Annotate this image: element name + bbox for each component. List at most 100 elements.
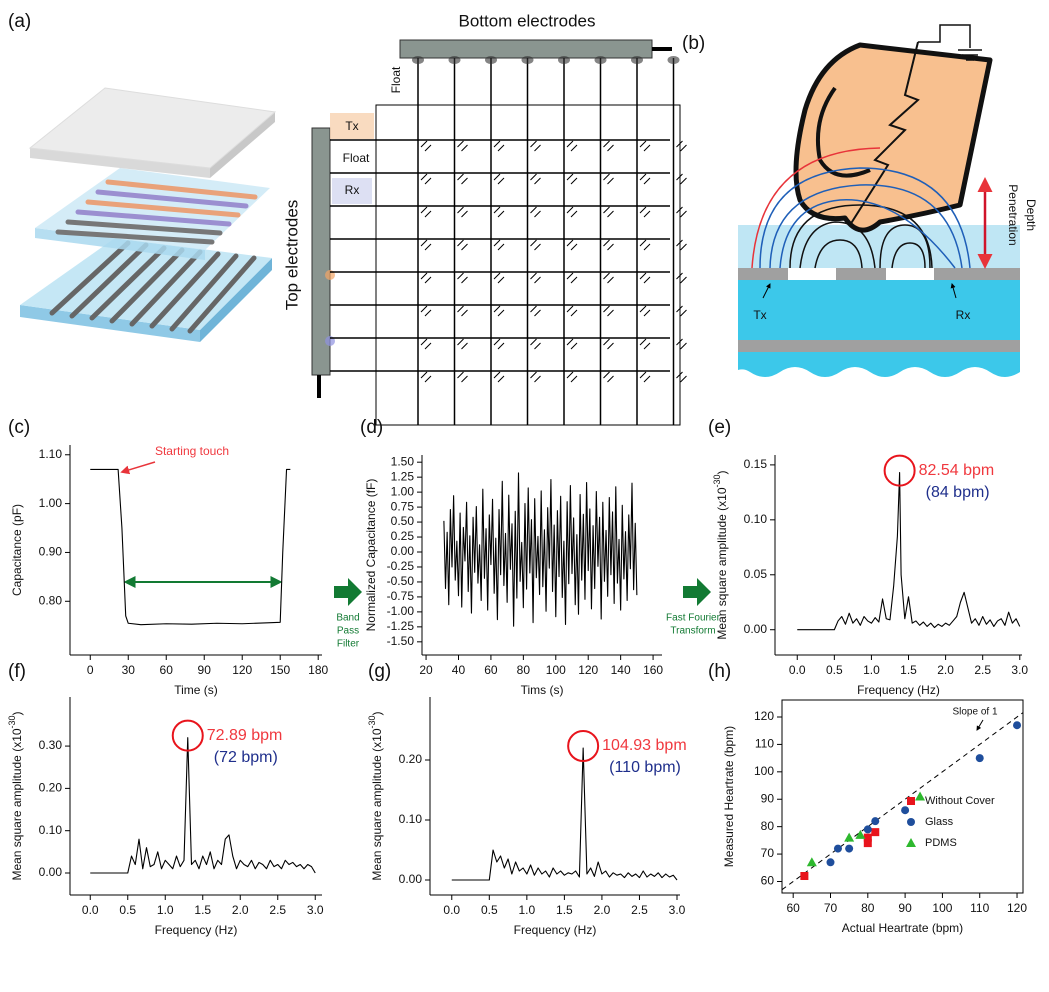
x-axis-label: Time (s) bbox=[174, 683, 218, 697]
x-tick-label: 3.0 bbox=[1011, 663, 1028, 677]
x-tick-label: 150 bbox=[270, 663, 290, 677]
contact bbox=[412, 56, 424, 64]
capacitor bbox=[420, 371, 432, 383]
capacitor bbox=[603, 239, 614, 251]
flow-label: Band bbox=[336, 613, 359, 624]
flow-label: Transform bbox=[670, 626, 715, 637]
contact bbox=[521, 56, 534, 64]
legend-marker bbox=[907, 797, 915, 805]
rx-label: Rx bbox=[345, 183, 360, 197]
capacitor bbox=[420, 206, 432, 218]
x-tick-label: 30 bbox=[122, 663, 136, 677]
capacitor bbox=[603, 206, 614, 218]
depth-label: Depth bbox=[1024, 199, 1038, 231]
y-tick-label: -0.75 bbox=[387, 589, 415, 603]
line bbox=[797, 472, 1021, 631]
y-axis-label-text: Capacitance (pF) bbox=[10, 504, 24, 596]
flow-label: Fast Fourier bbox=[666, 613, 721, 624]
flow-arrow bbox=[334, 578, 362, 606]
line bbox=[443, 472, 638, 627]
y-axis-label-exponent: -30 bbox=[367, 715, 377, 728]
y-tick-label: 0.15 bbox=[744, 457, 768, 471]
panel-label: (e) bbox=[708, 417, 731, 438]
point bbox=[800, 872, 809, 881]
capacitor bbox=[676, 338, 687, 350]
x-tick-label: 2.5 bbox=[974, 663, 991, 677]
legend-label: Glass bbox=[925, 816, 954, 828]
point bbox=[975, 754, 984, 763]
x-tick-label: 1.0 bbox=[157, 903, 174, 917]
legend-marker bbox=[906, 838, 916, 847]
y-tick-label: -0.50 bbox=[387, 574, 415, 588]
y-tick-label: -1.25 bbox=[387, 619, 415, 633]
electrode-grid bbox=[311, 39, 687, 426]
x-axis-label: Actual Heartrate (bpm) bbox=[842, 921, 963, 935]
capacitor bbox=[639, 272, 651, 284]
y-axis-label-text: ) bbox=[715, 470, 729, 474]
capacitor bbox=[676, 305, 687, 317]
y-axis-label-exponent: -30 bbox=[7, 715, 17, 728]
contact bbox=[667, 56, 680, 64]
actual-label: (72 bpm) bbox=[214, 749, 278, 766]
y-tick-label: 1.00 bbox=[39, 496, 63, 510]
capacitor bbox=[493, 140, 505, 152]
capacitor bbox=[603, 305, 614, 317]
y-tick-label: 100 bbox=[754, 764, 774, 778]
contact bbox=[631, 56, 643, 64]
point bbox=[863, 839, 872, 848]
x-tick-label: 0.0 bbox=[82, 903, 99, 917]
x-tick-label: 180 bbox=[308, 663, 328, 677]
x-axis-label: Frequency (Hz) bbox=[514, 923, 597, 937]
contact bbox=[558, 56, 570, 64]
x-tick-label: 0.0 bbox=[443, 903, 460, 917]
point bbox=[826, 858, 835, 867]
capacitor bbox=[676, 272, 687, 284]
y-tick-label: 0.20 bbox=[399, 752, 423, 766]
peak-marker bbox=[567, 730, 600, 762]
point bbox=[871, 828, 880, 837]
capacitor bbox=[530, 206, 541, 218]
capacitor bbox=[530, 371, 541, 383]
y-tick-label: 0.00 bbox=[391, 544, 415, 558]
capacitor bbox=[457, 272, 468, 284]
y-tick-label: 0.10 bbox=[744, 512, 768, 526]
y-tick-label: 0.75 bbox=[391, 499, 415, 513]
capacitor bbox=[566, 206, 578, 218]
capacitor bbox=[676, 371, 687, 383]
contact bbox=[448, 56, 461, 64]
x-tick-label: 2.5 bbox=[631, 903, 648, 917]
capacitor bbox=[457, 338, 468, 350]
x-tick-label: 80 bbox=[861, 901, 875, 915]
identity-line bbox=[781, 712, 1024, 891]
x-tick-label: 60 bbox=[160, 663, 174, 677]
y-tick-label: 0.00 bbox=[744, 622, 768, 636]
bottom-electrodes-label: Bottom electrodes bbox=[458, 11, 595, 30]
legend-marker bbox=[907, 818, 915, 826]
y-tick-label: 80 bbox=[761, 819, 775, 833]
y-tick-label: 0.20 bbox=[39, 781, 63, 795]
y-tick-label: 120 bbox=[754, 709, 774, 723]
peak-label: 72.89 bpm bbox=[207, 727, 283, 744]
y-axis-label-text: Mean square amplitude (x10 bbox=[370, 728, 384, 880]
capacitor bbox=[457, 371, 468, 383]
capacitor bbox=[603, 140, 614, 152]
y-axis-label: Measured Heartrate (bpm) bbox=[722, 726, 736, 867]
peak-marker bbox=[883, 454, 916, 487]
y-tick-label: 1.10 bbox=[39, 447, 63, 461]
y-axis-label: Normalized Capacitance (fF) bbox=[364, 479, 378, 632]
line bbox=[90, 468, 291, 626]
chart: (e) 0.0 0.5 1.0 1.5 2.0 2.5 3.0 0.00 0.05 0.10 0.15… bbox=[708, 417, 1028, 697]
capacitor bbox=[493, 239, 505, 251]
flow-label: Filter bbox=[337, 639, 360, 650]
capacitor bbox=[603, 173, 614, 185]
chart: (g) 0.0 0.5 1.0 1.5 2.0 2.5 3.0 0.00 0.10 0.20 Freq… bbox=[367, 661, 686, 937]
float-label: Float bbox=[343, 151, 370, 165]
panel-label: (c) bbox=[8, 417, 30, 438]
x-axis-label: Frequency (Hz) bbox=[857, 683, 940, 697]
x-tick-label: 60 bbox=[787, 901, 801, 915]
x-tick-label: 120 bbox=[232, 663, 252, 677]
legend-label: PDMS bbox=[925, 837, 957, 849]
capacitor bbox=[566, 305, 578, 317]
peak-label: 82.54 bpm bbox=[919, 462, 995, 479]
